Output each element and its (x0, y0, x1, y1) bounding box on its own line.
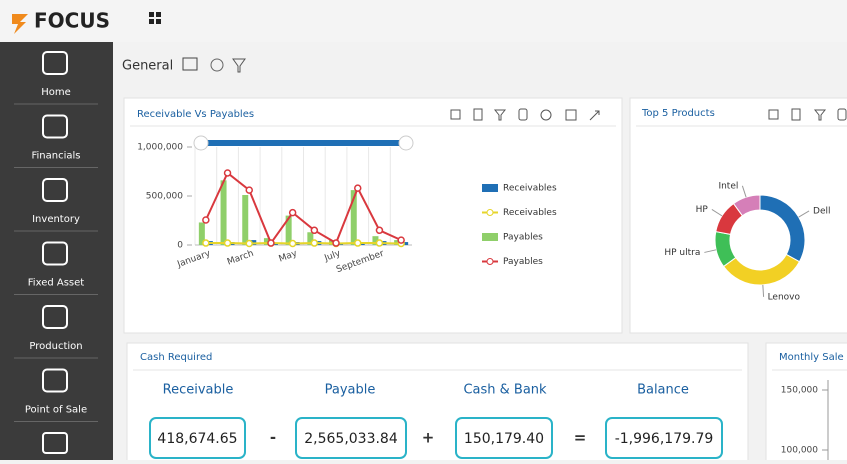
scroll-handle[interactable] (194, 136, 208, 150)
legend-label: Receivables (503, 184, 557, 194)
panel-title: Cash Required (140, 352, 212, 363)
legend-swatch (482, 184, 498, 192)
top-bar (0, 0, 847, 42)
y-tick-label: 500,000 (146, 192, 183, 202)
pie-label: Intel (718, 181, 738, 191)
pie-label: Lenovo (768, 292, 801, 302)
nav-label: Inventory (32, 214, 80, 225)
operator: = (574, 429, 587, 447)
nav-label: Home (41, 87, 71, 98)
chart-icon[interactable] (183, 58, 197, 70)
bar (242, 195, 248, 245)
panel-title: Receivable Vs Payables (137, 109, 254, 120)
cash-value: -1,996,179.79 (615, 431, 714, 447)
pie-label: HP (696, 205, 709, 215)
cash-value: 418,674.65 (157, 431, 237, 447)
point (290, 210, 296, 216)
point (376, 240, 382, 246)
point (225, 240, 231, 246)
y-tick-label: 100,000 (781, 446, 818, 456)
nav-label: Financials (32, 151, 81, 162)
pie-label: HP ultra (664, 248, 700, 258)
breadcrumb: General (122, 59, 173, 74)
scroll-handle[interactable] (399, 136, 413, 150)
point (376, 227, 382, 233)
operator: - (270, 429, 276, 447)
point (203, 240, 209, 246)
y-tick-label: 0 (177, 241, 183, 251)
point (268, 240, 274, 246)
logo: FOCUS (34, 9, 110, 33)
point (246, 241, 252, 247)
panel-title: Monthly Sale (779, 352, 844, 363)
cash-label: Payable (325, 383, 376, 398)
sidebar (0, 42, 113, 460)
point (311, 227, 317, 233)
legend-label: Payables (503, 233, 543, 243)
legend-swatch (487, 210, 493, 216)
cash-value: 150,179.40 (464, 431, 544, 447)
legend-swatch (487, 259, 493, 265)
legend-label: Payables (503, 257, 543, 267)
point (311, 240, 317, 246)
target-icon[interactable] (211, 59, 223, 71)
cash-label: Balance (637, 383, 689, 398)
legend-item[interactable]: Payables (482, 233, 543, 243)
nav-label: Fixed Asset (28, 278, 85, 289)
operator: + (422, 429, 435, 447)
nav-label: Production (29, 341, 82, 352)
point (333, 240, 339, 246)
point (355, 185, 361, 191)
nav-label: Point of Sale (25, 405, 87, 416)
bar (221, 180, 227, 245)
point (246, 187, 252, 193)
pie-label: Dell (813, 206, 830, 216)
legend-swatch (482, 233, 498, 241)
point (290, 241, 296, 247)
y-tick-label: 150,000 (781, 386, 818, 396)
point (398, 237, 404, 243)
legend-item[interactable]: Receivables (482, 184, 557, 194)
point (203, 217, 209, 223)
panel-title: Top 5 Products (641, 108, 715, 119)
filter-icon[interactable] (233, 59, 245, 72)
point (225, 170, 231, 176)
cash-label: Cash & Bank (463, 383, 547, 398)
point (355, 240, 361, 246)
y-tick-label: 1,000,000 (137, 143, 183, 153)
cash-value: 2,565,033.84 (304, 431, 398, 447)
cash-label: Receivable (163, 383, 234, 398)
legend-label: Receivables (503, 208, 557, 218)
